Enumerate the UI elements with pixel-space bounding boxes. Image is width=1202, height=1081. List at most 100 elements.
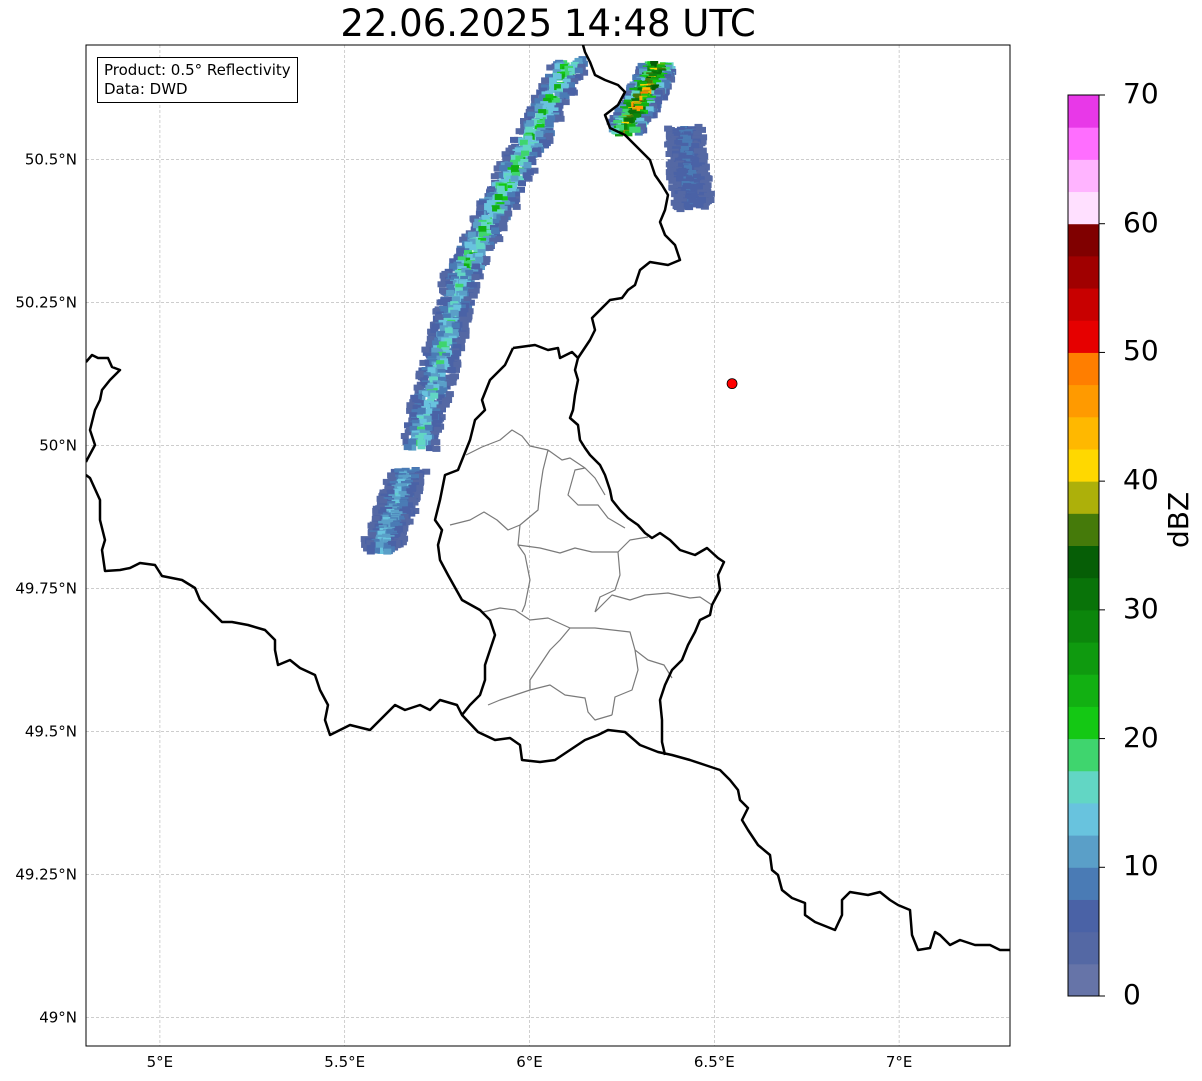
radar-pixel [412, 491, 421, 498]
radar-pixel [683, 131, 692, 138]
radar-pixel [430, 327, 439, 334]
radar-pixel [433, 367, 442, 374]
radar-pixel [445, 391, 454, 398]
radar-pixel [522, 144, 531, 151]
colorbar-segment [1068, 963, 1099, 997]
radar-pixel [441, 401, 450, 408]
radar-pixel [400, 433, 409, 439]
radar-site-dot [726, 378, 738, 390]
radar-pixel [492, 218, 501, 225]
colorbar-tick-label: 20 [1123, 720, 1159, 754]
radar-pixel [469, 292, 478, 299]
radar-pixel [500, 215, 509, 222]
radar-pixel [403, 444, 412, 451]
radar-pixel [421, 346, 430, 353]
radar-pixel [667, 167, 676, 174]
radar-pixel [471, 274, 480, 281]
radar-pixel [474, 218, 483, 225]
radar-pixel [467, 231, 476, 238]
radar-pixel [486, 192, 495, 199]
radar-pixel [466, 253, 475, 260]
radar-pixel [697, 183, 706, 190]
radar-pixel [408, 497, 417, 504]
radar-pixel [621, 123, 630, 130]
radar-pixel [524, 123, 533, 130]
radar-pixel [625, 95, 634, 102]
radar-pixel [672, 184, 681, 191]
radar-pixel [481, 259, 490, 265]
radar-pixel [473, 222, 481, 229]
radar-pixel [398, 536, 407, 543]
radar-pixel [491, 205, 500, 212]
radar-pixel [525, 126, 534, 133]
radar-pixel [475, 252, 484, 259]
radar-pixel [623, 102, 632, 109]
radar-pixel [521, 150, 529, 157]
radar-pixel [417, 443, 426, 450]
radar-pixel [439, 306, 447, 312]
radar-pixel [523, 162, 532, 168]
radar-pixel [462, 283, 471, 290]
radar-pixel [450, 354, 459, 361]
radar-pixel [510, 154, 519, 161]
radar-pixel [411, 467, 420, 474]
radar-pixel [426, 352, 435, 359]
radar-pixel [507, 188, 516, 194]
radar-pixel [404, 422, 412, 429]
radar-pixel [400, 514, 409, 520]
radar-pixel [455, 283, 464, 290]
colorbar-segment [1068, 416, 1099, 450]
colorbar-segment [1068, 738, 1099, 772]
colorbar-tick-label: 0 [1123, 978, 1141, 1011]
radar-pixel [536, 89, 545, 96]
radar-pixel [545, 94, 554, 101]
radar-pixel [431, 352, 440, 359]
radar-pixel [425, 341, 434, 348]
colorbar-segment [1068, 159, 1099, 193]
radar-pixel [490, 173, 499, 180]
lat-tick-label: 49°N [39, 1008, 77, 1026]
radar-pixel [672, 153, 681, 160]
radar-pixel [684, 155, 693, 161]
radar-pixel [383, 548, 392, 555]
radar-pixel [675, 203, 684, 209]
radar-pixel [674, 139, 683, 146]
radar-pixel [625, 117, 634, 124]
radar-pixel [444, 338, 453, 345]
radar-pixel [502, 200, 511, 207]
radar-pixel [369, 521, 378, 528]
radar-pixel [432, 445, 441, 452]
radar-pixel [641, 116, 650, 123]
radar-pixel [665, 133, 674, 140]
radar-pixel [465, 269, 474, 276]
radar-pixel [533, 151, 542, 158]
radar-pixel [504, 162, 513, 169]
radar-pixel [542, 134, 551, 141]
radar-pixel [668, 184, 677, 191]
radar-pixel [511, 198, 519, 205]
colorbar-segment [1068, 127, 1099, 160]
radar-pixel [483, 235, 492, 242]
radar-pixel [441, 270, 450, 277]
radar-pixel [561, 71, 570, 77]
radar-pixel [688, 197, 697, 204]
radar-pixel [446, 321, 455, 327]
radar-pixel [693, 148, 702, 155]
radar-pixel [486, 241, 495, 248]
radar-pixel [423, 434, 432, 441]
radar-pixel [510, 178, 519, 185]
radar-pixel [441, 363, 450, 370]
radar-pixel [453, 350, 462, 357]
radar-pixel [669, 177, 677, 184]
radar-pixel [465, 308, 474, 315]
gridlines [86, 45, 1010, 1046]
radar-pixel [704, 192, 712, 199]
radar-pixel [417, 407, 426, 414]
radar-pixel [417, 439, 426, 446]
radar-pixel [437, 381, 446, 388]
radar-pixel [460, 322, 469, 328]
radar-pixel [430, 431, 439, 438]
radar-pixel [430, 401, 439, 408]
radar-pixel [678, 198, 687, 205]
radar-pixel [551, 97, 560, 104]
